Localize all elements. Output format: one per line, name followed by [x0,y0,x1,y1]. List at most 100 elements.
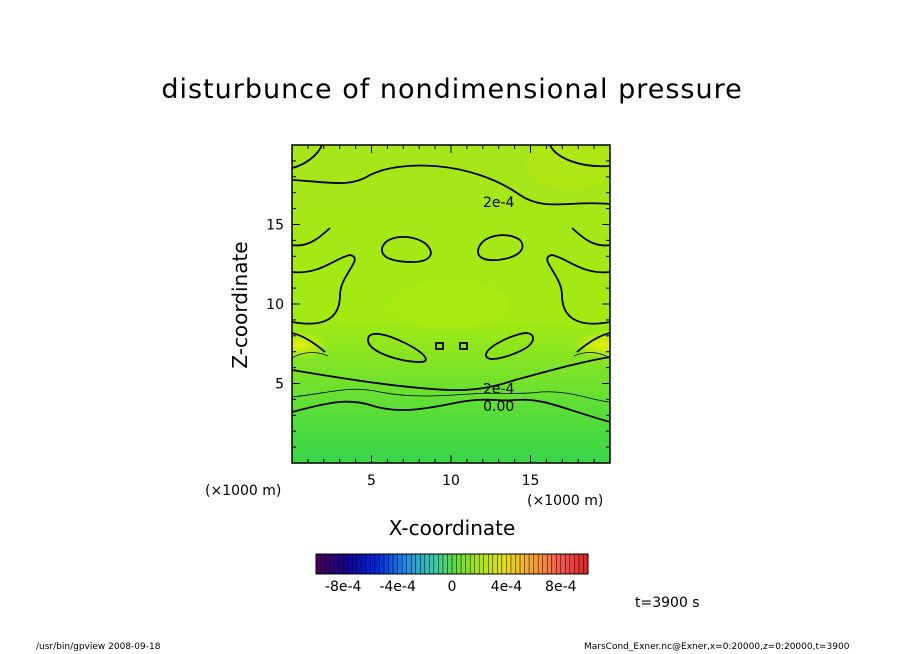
colorbar: -8e-4 -4e-4 0 4e-4 8e-4 [315,553,589,595]
contour-2e-4-lower [292,356,610,391]
colorbar-cell [488,554,494,574]
colorbar-cell [524,554,530,574]
y-axis-label: Z-coordinate [228,241,252,369]
colorbar-cell [529,554,535,574]
colorbar-cell [547,554,553,574]
colorbar-cell [374,554,380,574]
contour-small-left [435,342,444,350]
colorbar-cell [452,554,458,574]
colorbar-cell [578,554,584,574]
x-tick-label: 15 [522,473,540,489]
colorbar-cell [456,554,462,574]
colorbar-cell [411,554,417,574]
x-tick-label: 5 [367,473,376,489]
contour-line-corner-tl [292,145,323,169]
colorbar-cell [406,554,412,574]
colorbar-cell [338,554,344,574]
colorbar-cell [515,554,521,574]
contour-line-corner-tr [549,145,610,168]
colorbar-cell [343,554,349,574]
colorbar-tick-label: -4e-4 [379,579,416,595]
x-tick-label: 10 [442,473,460,489]
contour-labels: 2e-4 2e-4 0.00 [483,195,515,415]
colorbar-cell [402,554,408,574]
y-tick-label: 15 [266,218,284,234]
colorbar-cell [334,554,340,574]
y-tick-label: 5 [275,377,284,393]
contour-left-edge-yellow [292,332,326,353]
y-tick-label: 10 [266,297,284,313]
colorbar-cell [384,554,390,574]
contour-thin-right [573,352,610,359]
colorbar-cell [538,554,544,574]
contour-label: 0.00 [483,399,514,415]
colorbar-cell [565,554,571,574]
colorbar-cell [352,554,358,574]
colorbar-cell [420,554,426,574]
contour-0-lower [292,398,610,423]
colorbar-tick-label: -8e-4 [325,579,362,595]
colorbar-cell [424,554,430,574]
x-axis-label: X-coordinate [388,516,516,540]
colorbar-cell [316,554,322,574]
colorbar-cell [551,554,557,574]
colorbar-cell [356,554,362,574]
colorbar-frame [315,553,589,575]
colorbar-cell [442,554,448,574]
colorbar-cell [329,554,335,574]
contour-thin-left [292,352,329,359]
colorbar-cell [438,554,444,574]
colorbar-cell [497,554,503,574]
colorbar-tick-label: 8e-4 [545,579,577,595]
colorbar-cell [501,554,507,574]
footer-right: MarsCond_Exner.nc@Exner,x=0:20000,z=0:20… [584,642,850,652]
colorbar-cell [365,554,371,574]
contour-closed-mid-right [485,332,534,360]
colorbar-cell [461,554,467,574]
colorbar-cell [370,554,376,574]
colorbar-tick-label: 0 [448,579,457,595]
contour-line-top [292,164,610,206]
contour-label: 2e-4 [483,195,515,211]
chart-title: disturbunce of nondimensional pressure [161,74,743,105]
contour-line-right-mid [546,254,610,325]
contour-thin-lower [292,388,610,403]
colorbar-cell [574,554,580,574]
colorbar-cell [325,554,331,574]
colorbar-cell [483,554,489,574]
colorbar-cell [433,554,439,574]
contour-small-right [459,342,468,350]
footer-left: /usr/bin/gpview 2008-09-18 [36,642,161,652]
colorbar-cell [470,554,476,574]
colorbar-cell [479,554,485,574]
colorbar-cell [492,554,498,574]
colorbar-tick-label: 4e-4 [491,579,523,595]
time-label: t=3900 s [635,595,700,611]
colorbar-cell [361,554,367,574]
colorbar-cell [429,554,435,574]
colorbar-cell [510,554,516,574]
contour-closed-mid-left [367,333,427,363]
contour-line-left-upper [292,227,331,247]
colorbar-cell [347,554,353,574]
colorbar-cell [583,554,589,574]
colorbar-cell [474,554,480,574]
colorbar-cell [520,554,526,574]
colorbar-cell [506,554,512,574]
y-axis-unit: (×1000 m) [205,483,282,499]
colorbar-cell [447,554,453,574]
colorbar-cell [542,554,548,574]
colorbar-cell [415,554,421,574]
y-axis-ticks: 5 10 15 [266,160,610,448]
contour-closed-upper-right [477,234,524,262]
contour-label: 2e-4 [483,381,515,397]
colorbar-cell [556,554,562,574]
colorbar-cell [569,554,575,574]
contour-line-right-upper [571,227,610,247]
contour-line-left-mid [292,254,356,325]
x-axis-unit: (×1000 m) [527,493,604,509]
colorbar-cell [388,554,394,574]
colorbar-cell [320,554,326,574]
colorbar-cell [465,554,471,574]
